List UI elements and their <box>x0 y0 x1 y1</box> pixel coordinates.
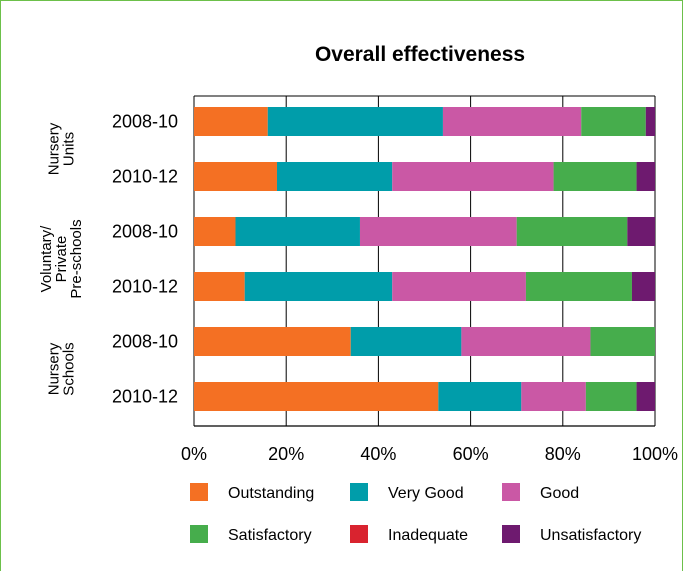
legend-swatch-inadequate <box>350 525 368 543</box>
group-label: Units <box>61 132 78 166</box>
legend-swatch-unsatisfactory <box>502 525 520 543</box>
category-label: 2008-10 <box>112 332 178 352</box>
bar-segment-satisfactory-row-3 <box>525 272 632 301</box>
bar-segment-unsatisfactory-row-2 <box>627 217 655 246</box>
group-label: Private <box>53 236 70 283</box>
bar-segment-very-good-row-1 <box>276 162 393 191</box>
legend-swatch-very-good <box>350 483 368 501</box>
bar-segment-satisfactory-row-4 <box>590 327 655 356</box>
x-tick-label: 100% <box>632 444 678 464</box>
bar-segment-very-good-row-0 <box>267 107 443 136</box>
bar-segment-good-row-3 <box>392 272 526 301</box>
group-label: Schools <box>61 342 78 395</box>
legend-swatch-satisfactory <box>190 525 208 543</box>
bar-segment-very-good-row-4 <box>350 327 462 356</box>
bar-segment-good-row-5 <box>521 382 586 411</box>
bar-segment-good-row-2 <box>359 217 517 246</box>
category-label: 2010-12 <box>112 277 178 297</box>
group-label: Nursery <box>46 122 63 175</box>
group-label: Voluntary/ <box>38 225 55 293</box>
bar-segment-outstanding-row-3 <box>194 272 245 301</box>
x-tick-label: 60% <box>453 444 489 464</box>
x-tick-label: 20% <box>268 444 304 464</box>
bar-segment-good-row-4 <box>461 327 591 356</box>
legend-label: Outstanding <box>228 485 314 502</box>
legend-label: Satisfactory <box>228 527 312 544</box>
legend-label: Very Good <box>388 485 464 502</box>
group-label: Pre-schools <box>68 219 85 298</box>
bar-segment-satisfactory-row-0 <box>581 107 646 136</box>
bar-segment-good-row-0 <box>442 107 582 136</box>
group-label: Nursery <box>46 342 63 395</box>
category-label: 2010-12 <box>112 387 178 407</box>
category-label: 2010-12 <box>112 167 178 187</box>
legend: Outstanding Very Good Good Satisfactory Inad… <box>190 483 641 544</box>
legend-swatch-good <box>502 483 520 501</box>
chart-title: Overall effectiveness <box>315 43 525 66</box>
category-label: 2008-10 <box>112 112 178 132</box>
bar-segment-unsatisfactory-row-1 <box>636 162 655 191</box>
bar-segment-outstanding-row-1 <box>194 162 277 191</box>
axes: 0% 20% 40% 60% 80% 100% 2008-10 2010-12 2008-10 2… <box>38 112 678 465</box>
bar-segment-unsatisfactory-row-0 <box>645 107 655 136</box>
legend-swatch-outstanding <box>190 483 208 501</box>
bar-segment-very-good-row-5 <box>438 382 522 411</box>
grid <box>193 95 656 427</box>
bars <box>194 107 655 411</box>
bar-segment-satisfactory-row-5 <box>585 382 637 411</box>
bar-segment-good-row-1 <box>392 162 554 191</box>
x-tick-label: 80% <box>545 444 581 464</box>
legend-label: Good <box>540 485 579 502</box>
bar-segment-outstanding-row-4 <box>194 327 351 356</box>
category-label: 2008-10 <box>112 222 178 242</box>
legend-label: Unsatisfactory <box>540 527 641 544</box>
bar-segment-very-good-row-3 <box>244 272 393 301</box>
bar-segment-outstanding-row-2 <box>194 217 236 246</box>
bar-segment-unsatisfactory-row-5 <box>636 382 655 411</box>
bar-segment-satisfactory-row-1 <box>553 162 637 191</box>
bar-segment-outstanding-row-0 <box>194 107 268 136</box>
x-tick-label: 0% <box>181 444 207 464</box>
x-tick-label: 40% <box>360 444 396 464</box>
bar-segment-unsatisfactory-row-3 <box>631 272 655 301</box>
bar-segment-outstanding-row-5 <box>194 382 439 411</box>
legend-label: Inadequate <box>388 527 468 544</box>
bar-segment-satisfactory-row-2 <box>516 217 628 246</box>
bar-segment-very-good-row-2 <box>235 217 360 246</box>
